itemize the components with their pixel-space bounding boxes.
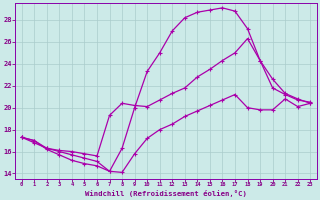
X-axis label: Windchill (Refroidissement éolien,°C): Windchill (Refroidissement éolien,°C) [85,190,247,197]
